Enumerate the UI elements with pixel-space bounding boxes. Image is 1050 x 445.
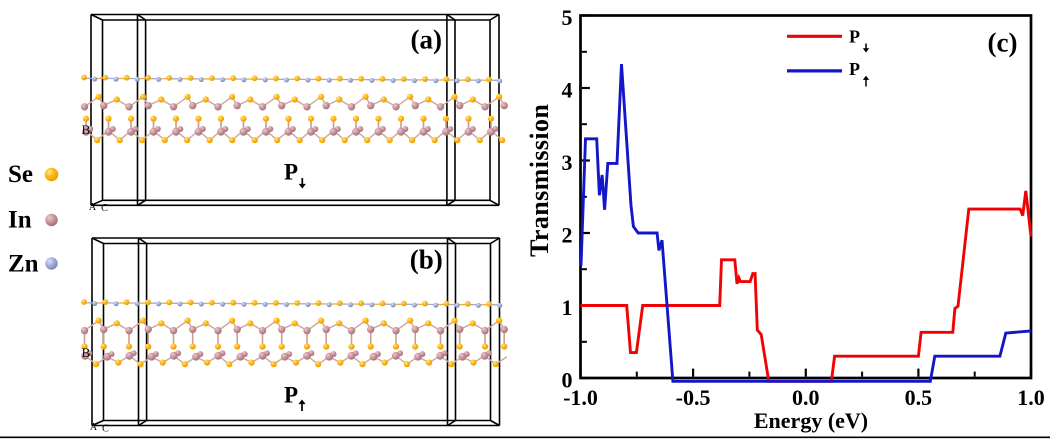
svg-text:P: P [284, 382, 298, 407]
svg-text:In: In [8, 207, 32, 234]
svg-text:1.0: 1.0 [1017, 385, 1045, 410]
svg-text:-0.5: -0.5 [676, 385, 711, 410]
svg-text:A: A [90, 422, 98, 433]
svg-text:P: P [284, 160, 298, 185]
svg-text:Se: Se [8, 161, 33, 188]
svg-text:C: C [101, 203, 108, 214]
svg-text:P: P [849, 27, 860, 47]
svg-text:2: 2 [562, 223, 573, 248]
svg-text:5: 5 [562, 5, 573, 30]
svg-text:0: 0 [562, 368, 573, 393]
svg-text:(a): (a) [411, 25, 442, 55]
svg-text:Energy (eV): Energy (eV) [754, 408, 868, 433]
svg-text:-1.0: -1.0 [563, 385, 598, 410]
svg-text:0.5: 0.5 [905, 385, 933, 410]
svg-text:P: P [849, 59, 860, 79]
svg-text:(c): (c) [988, 28, 1018, 58]
svg-text:0.0: 0.0 [792, 385, 820, 410]
svg-text:3: 3 [562, 150, 573, 175]
svg-text:1: 1 [562, 295, 573, 320]
svg-text:Transmission: Transmission [525, 104, 554, 257]
svg-text:A: A [89, 202, 97, 213]
svg-text:Zn: Zn [8, 251, 39, 278]
svg-text:B: B [82, 345, 91, 360]
svg-text:B: B [82, 122, 91, 137]
svg-text:4: 4 [562, 78, 573, 103]
svg-text:(b): (b) [410, 245, 443, 275]
svg-text:C: C [102, 424, 109, 435]
